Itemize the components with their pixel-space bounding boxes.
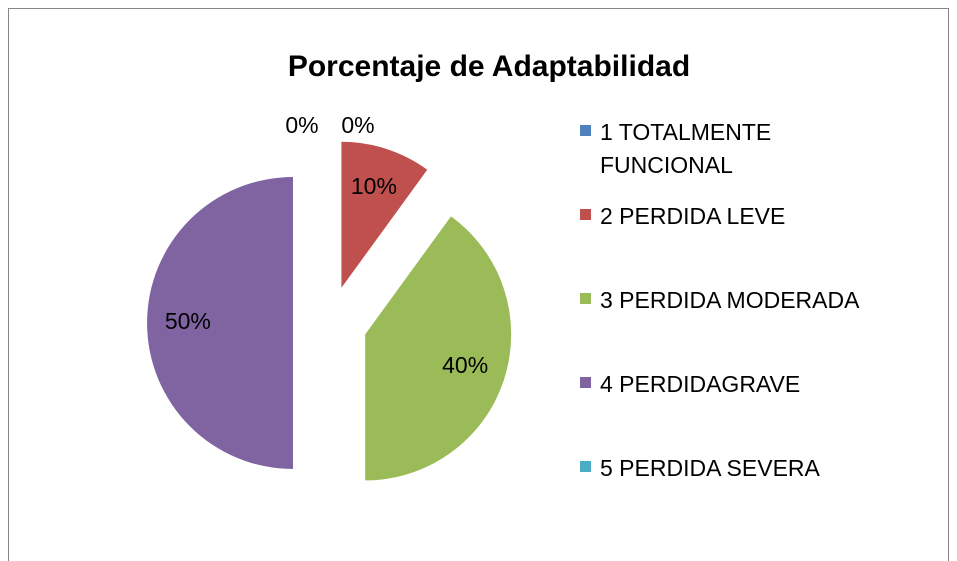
legend-swatch <box>580 293 591 304</box>
data-label: 50% <box>165 308 211 334</box>
legend-label: 5 PERDIDA SEVERA <box>600 455 820 481</box>
legend-item: 1 TOTALMENTE FUNCIONAL <box>580 116 900 183</box>
pie-slice <box>341 141 428 288</box>
pie-slice <box>147 177 293 469</box>
legend-label: 4 PERDIDAGRAVE <box>600 371 801 397</box>
legend-item: 2 PERDIDA LEVE <box>580 200 900 233</box>
legend-label: 2 PERDIDA LEVE <box>600 203 786 229</box>
legend-item: 3 PERDIDA MODERADA <box>580 284 900 317</box>
legend-swatch <box>580 461 591 472</box>
legend-swatch <box>580 209 591 220</box>
legend-item: 4 PERDIDAGRAVE <box>580 368 900 401</box>
legend-label: 1 TOTALMENTE FUNCIONAL <box>600 119 772 179</box>
legend-swatch <box>580 377 591 388</box>
legend-item: 5 PERDIDA SEVERA <box>580 452 900 485</box>
data-label: 0% <box>285 112 318 138</box>
chart-title: Porcentaje de Adaptabilidad <box>288 50 690 83</box>
legend-swatch <box>580 125 591 136</box>
pie-slice <box>365 216 512 481</box>
data-label: 10% <box>351 173 397 199</box>
legend-label: 3 PERDIDA MODERADA <box>600 287 860 313</box>
data-label: 0% <box>341 112 374 138</box>
data-label: 40% <box>442 352 488 378</box>
